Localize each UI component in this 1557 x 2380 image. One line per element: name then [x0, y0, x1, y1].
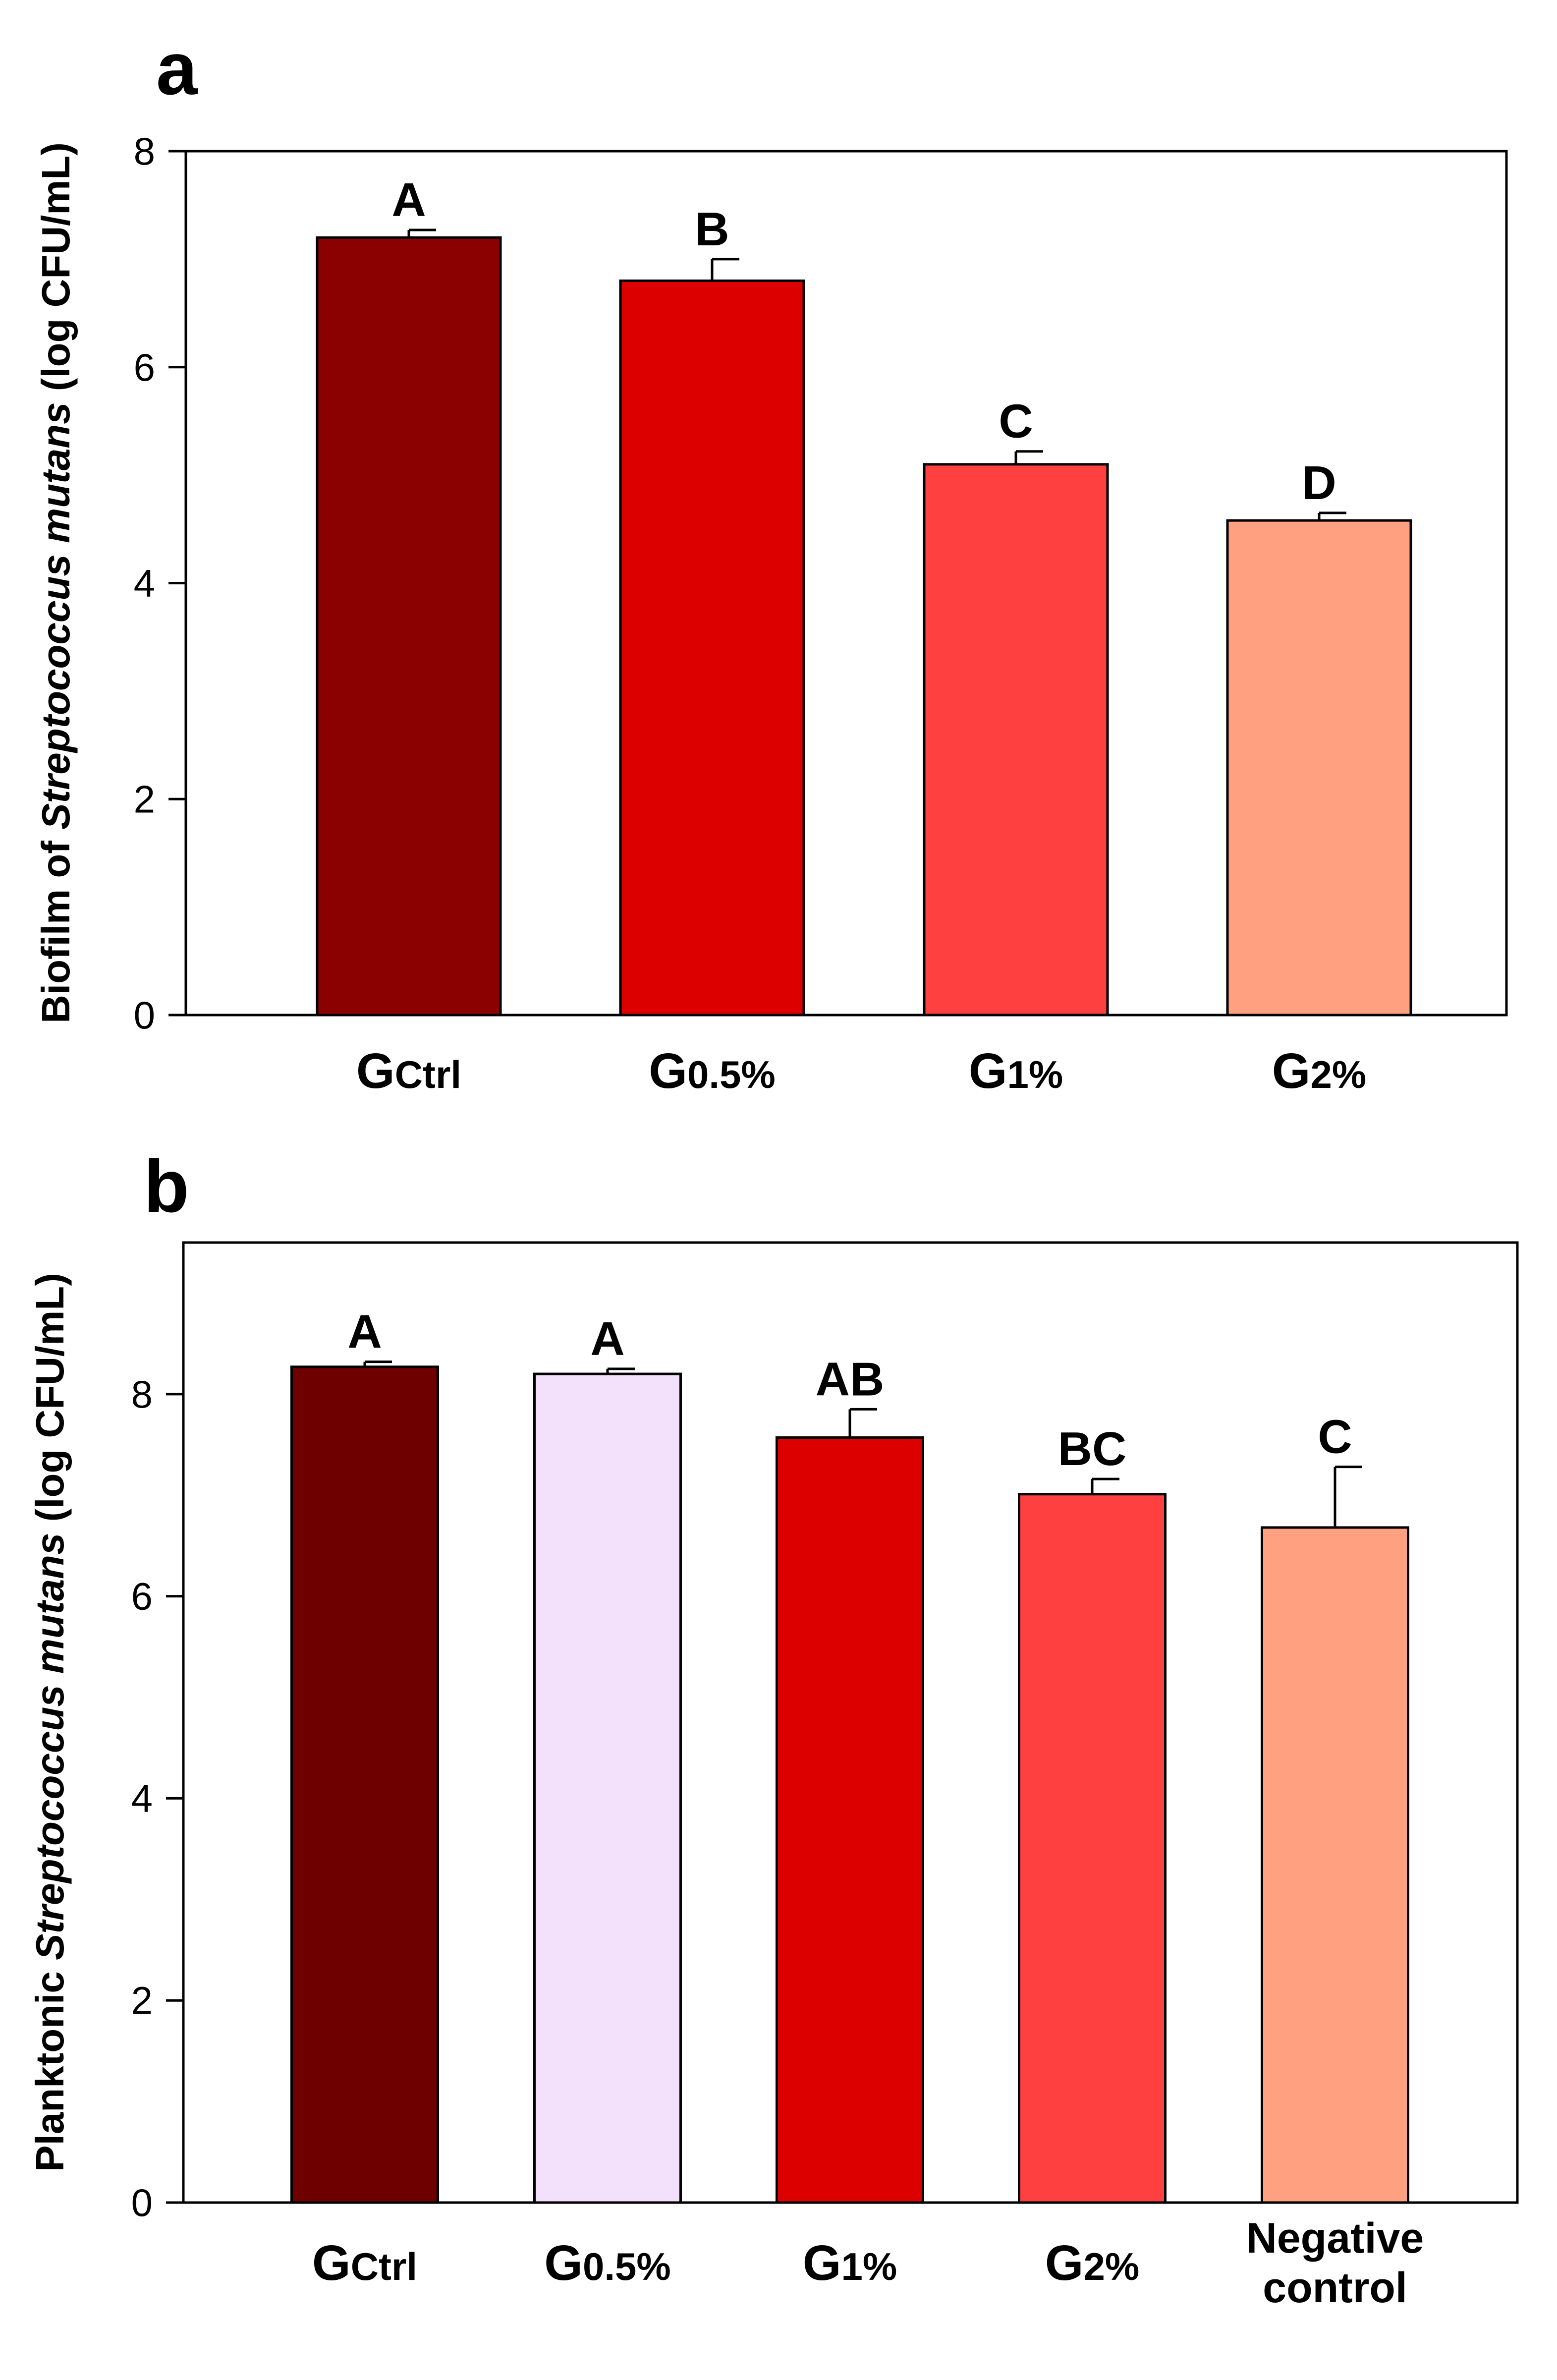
y-tick-label: 6 [134, 345, 155, 389]
y-tick-label: 8 [134, 129, 155, 173]
bar [1226, 519, 1412, 1017]
bar [316, 236, 502, 1017]
significance-label: BC [1058, 1422, 1127, 1475]
y-tick-label: 2 [131, 1979, 153, 2022]
x-axis-categories-a: GCtrl G0.5% G1% G2% [356, 1043, 1366, 1099]
bars-a: A B C D [316, 173, 1412, 1017]
significance-label: C [999, 395, 1033, 448]
y-tick-label: 4 [131, 1776, 153, 1820]
y-tick-label: 6 [131, 1575, 153, 1618]
x-tick-label: G2% [1272, 1043, 1367, 1099]
x-tick-label: G1% [969, 1043, 1063, 1099]
x-tick-label: control [1263, 2264, 1407, 2312]
y-tick-label: 8 [131, 1372, 153, 1416]
significance-label: D [1302, 456, 1336, 510]
bar [290, 1365, 439, 2204]
y-axis-ticks-a: 0 2 4 6 8 [134, 129, 186, 1037]
x-tick-label: G1% [803, 2235, 897, 2291]
x-tick-label: Negative [1246, 2214, 1424, 2262]
y-axis-label-b: Planktonic Streptococcus mutans (log CFU… [28, 1273, 72, 2172]
y-tick-label: 0 [131, 2181, 153, 2224]
significance-label: A [590, 1312, 624, 1365]
panel-letter-a: a [156, 27, 198, 110]
y-tick-label: 4 [134, 562, 155, 605]
y-tick-label: 0 [134, 993, 155, 1037]
significance-label: B [695, 203, 729, 256]
bar [923, 463, 1109, 1017]
bar [619, 279, 805, 1017]
significance-label: C [1318, 1411, 1352, 1464]
x-tick-label: GCtrl [356, 1043, 461, 1099]
significance-label: AB [816, 1353, 885, 1406]
bar [776, 1436, 924, 2204]
y-tick-label: 2 [134, 777, 155, 821]
panel-letter-b: b [144, 1144, 189, 1228]
significance-label: A [347, 1305, 382, 1359]
x-tick-label: G2% [1045, 2235, 1140, 2291]
chart-panel-b: b Planktonic Streptococcus mutans (log C… [28, 1144, 1519, 2312]
y-axis-label-a: Biofilm of Streptococcus mutans (log CFU… [34, 142, 78, 1023]
bar [1018, 1493, 1167, 2204]
chart-panel-a: a Biofilm of Streptococcus mutans (log C… [34, 27, 1508, 1099]
y-axis-ticks-b: 0 2 4 6 8 [131, 1372, 183, 2224]
bar [533, 1372, 682, 2204]
x-tick-label: G0.5% [544, 2235, 671, 2291]
x-tick-label: G0.5% [649, 1043, 776, 1099]
bars-b: A A AB BC C [290, 1305, 1409, 2204]
significance-label: A [391, 173, 426, 227]
bar [1261, 1526, 1409, 2204]
x-tick-label: GCtrl [312, 2235, 417, 2291]
